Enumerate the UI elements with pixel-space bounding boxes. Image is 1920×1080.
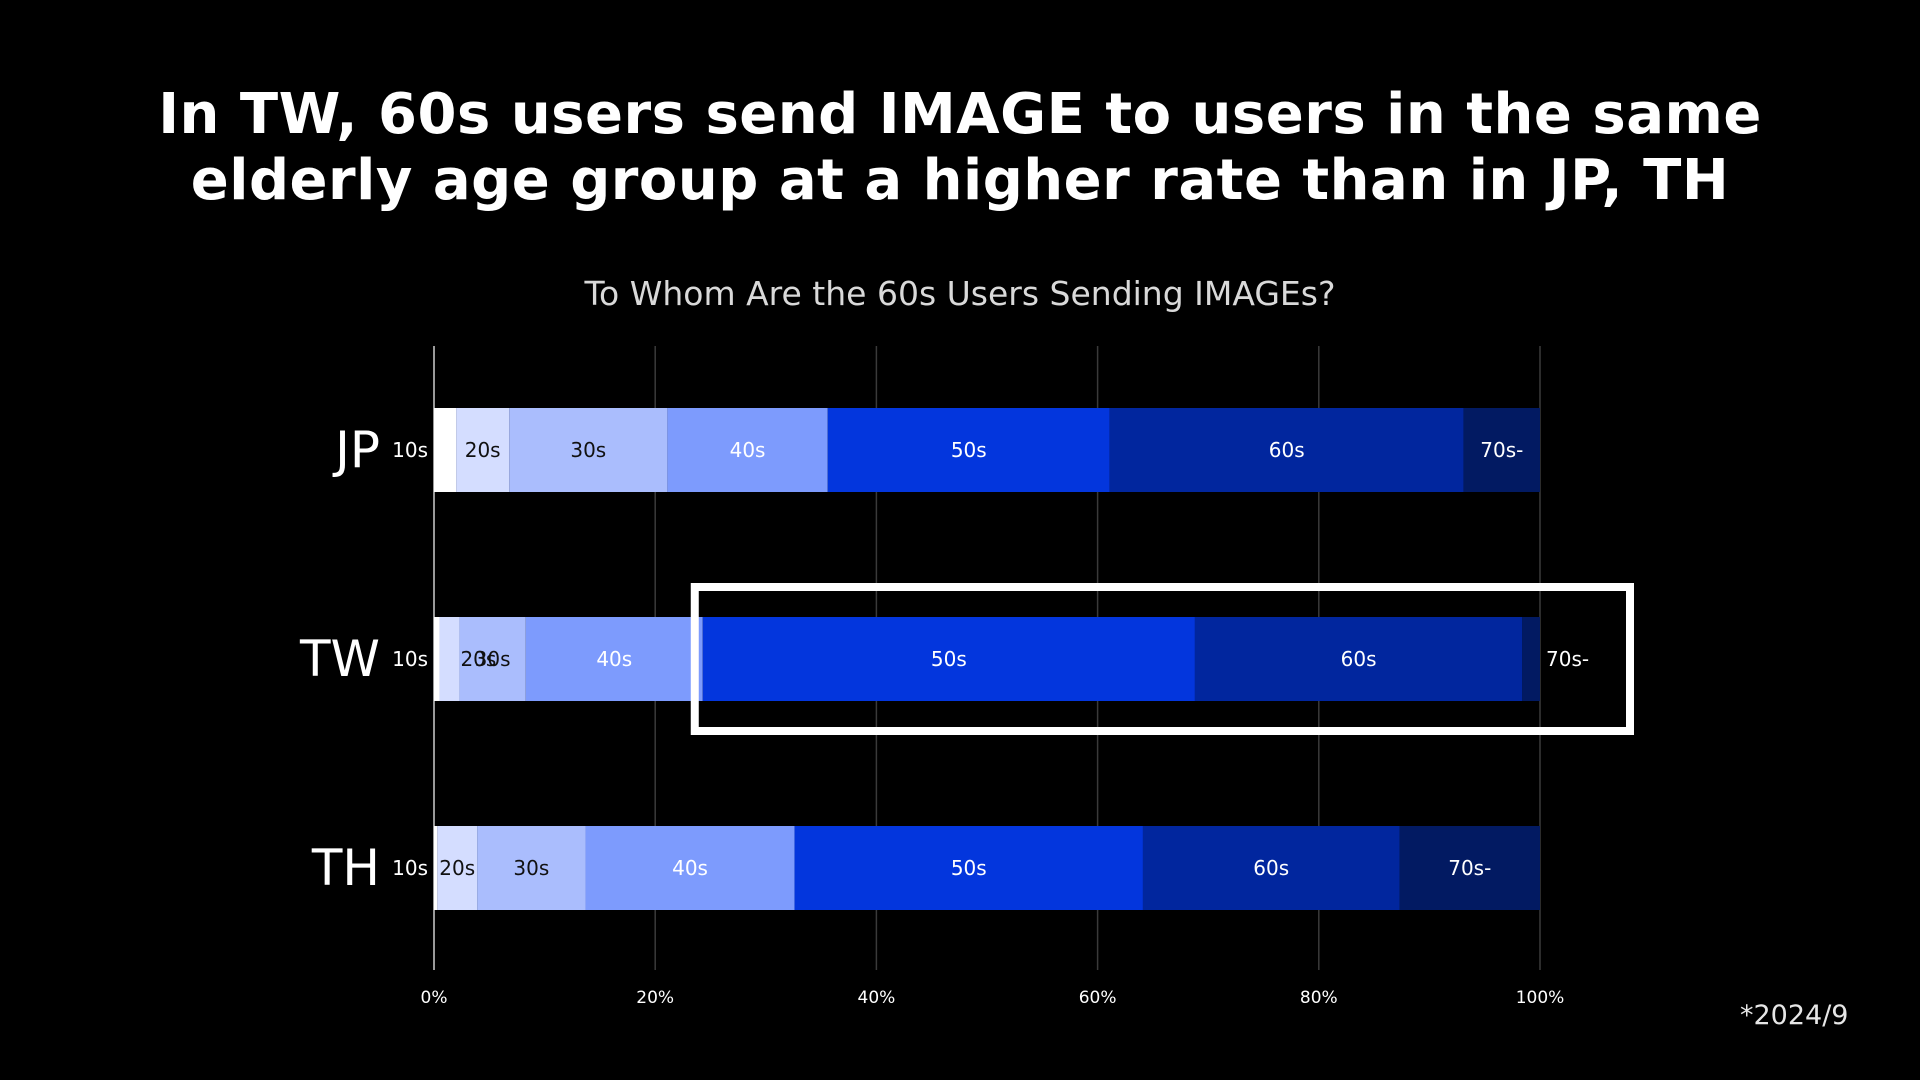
segment-label: 70s-: [1448, 856, 1491, 880]
category-label: TW: [299, 630, 380, 688]
bar-segment: [794, 826, 1143, 910]
chart-title: To Whom Are the 60s Users Sending IMAGEs…: [584, 274, 1336, 313]
bar-segment: [1142, 826, 1400, 910]
x-tick-label: 0%: [421, 988, 448, 1008]
bar-segment: [1463, 408, 1540, 492]
bar-segment: [1194, 617, 1523, 701]
headline-line-2: elderly age group at a higher rate than …: [190, 148, 1730, 213]
bar-segment: [827, 408, 1110, 492]
bar-segment: [1109, 408, 1464, 492]
segment-label: 20s: [460, 647, 496, 671]
x-tick-label: 60%: [1079, 988, 1117, 1008]
bar-segment: [434, 408, 457, 492]
segment-label: 30s: [513, 856, 549, 880]
category-label: JP: [332, 421, 380, 479]
segment-label: 60s: [1253, 856, 1289, 880]
bar-segment: [585, 826, 795, 910]
segment-label: 10s: [392, 856, 428, 880]
segment-label: 40s: [596, 647, 632, 671]
segment-label: 30s: [475, 647, 511, 671]
bar-segment: [525, 617, 703, 701]
bar-segment: [439, 617, 460, 701]
bar-segment: [1522, 617, 1540, 701]
segment-label: 50s: [951, 438, 987, 462]
segment-label: 20s: [465, 438, 501, 462]
headline: In TW, 60s users send IMAGE to users in …: [0, 82, 1920, 214]
segment-label: 10s: [392, 438, 428, 462]
category-label: TH: [311, 839, 380, 897]
x-tick-label: 40%: [858, 988, 896, 1008]
segment-label: 10s: [392, 647, 428, 671]
date-footnote: *2024/9: [1740, 1000, 1849, 1031]
segment-label: 50s: [931, 647, 967, 671]
segment-label: 70s-: [1480, 438, 1523, 462]
bar-segment: [437, 826, 478, 910]
segment-label: 70s-: [1546, 647, 1589, 671]
segment-label: 60s: [1341, 647, 1377, 671]
segment-label: 20s: [439, 856, 475, 880]
bar-segment: [667, 408, 828, 492]
bar-segment: [1399, 826, 1540, 910]
bar-segment: [434, 617, 440, 701]
headline-line-1: In TW, 60s users send IMAGE to users in …: [158, 82, 1762, 147]
segment-label: 40s: [672, 856, 708, 880]
bar-segment: [509, 408, 668, 492]
x-tick-label: 100%: [1516, 988, 1565, 1008]
segment-label: 60s: [1269, 438, 1305, 462]
highlight-box: [690, 583, 1634, 735]
bar-segment: [477, 826, 586, 910]
segment-label: 30s: [570, 438, 606, 462]
bar-segment: [434, 826, 438, 910]
bar-segment: [456, 408, 510, 492]
segment-label: 40s: [730, 438, 766, 462]
bar-segment: [459, 617, 526, 701]
bar-segment: [702, 617, 1195, 701]
x-tick-label: 80%: [1300, 988, 1338, 1008]
segment-label: 50s: [951, 856, 987, 880]
x-tick-label: 20%: [636, 988, 674, 1008]
